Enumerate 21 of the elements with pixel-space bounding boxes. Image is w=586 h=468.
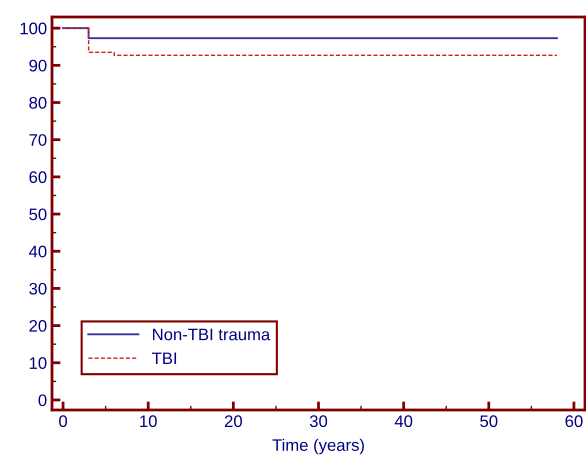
y-tick-label: 60: [29, 171, 46, 184]
y-tick-label: 0: [38, 394, 46, 406]
x-tick-label: 30: [310, 415, 328, 428]
y-tick-label: 20: [29, 320, 46, 332]
y-tick-label: 40: [28, 246, 46, 258]
y-tick-label: 30: [29, 282, 46, 295]
x-tick-label: 50: [480, 415, 498, 428]
x-tick-label: 20: [224, 415, 242, 428]
y-tick-label: 10: [30, 357, 46, 369]
y-tick-label: 50: [29, 208, 46, 220]
y-tick-label: 70: [29, 134, 46, 146]
x-tick-label: 10: [140, 415, 157, 428]
y-tick-label: 80: [29, 96, 46, 109]
x-tick-label: 60: [566, 415, 583, 428]
y-tick-label: 100: [20, 22, 46, 34]
y-tick-label: 90: [29, 60, 46, 72]
legend-label: TBI: [152, 352, 176, 364]
x-tick-label: 0: [59, 415, 68, 428]
x-tick-label: 40: [394, 415, 412, 428]
x-axis-title: Time (years): [272, 438, 364, 454]
legend-label: Non-TBI trauma: [153, 328, 270, 340]
